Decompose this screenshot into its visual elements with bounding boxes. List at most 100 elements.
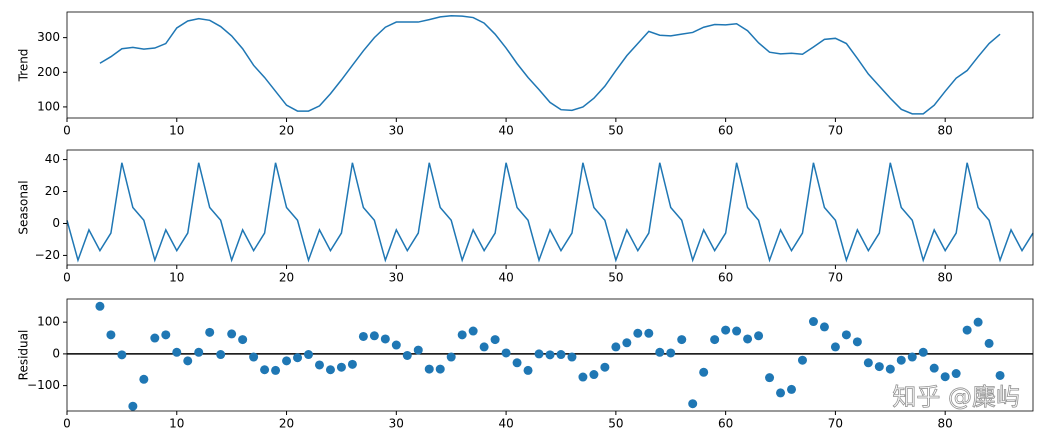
watermark: 知乎 @麋屿 xyxy=(892,383,1020,411)
y-tick-label: −100 xyxy=(27,378,60,392)
point xyxy=(347,359,357,369)
point xyxy=(633,328,643,338)
point xyxy=(797,355,807,365)
point xyxy=(490,335,500,345)
x-tick-label: 20 xyxy=(279,271,294,285)
point xyxy=(918,347,928,357)
point xyxy=(205,327,215,337)
point xyxy=(325,365,335,375)
point xyxy=(413,345,423,355)
y-axis-label: Trend xyxy=(17,49,31,83)
plot-frame xyxy=(66,11,1034,119)
point xyxy=(194,347,204,357)
point xyxy=(787,384,796,394)
y-tick-label: 20 xyxy=(45,184,60,198)
point xyxy=(754,331,764,341)
point xyxy=(402,350,412,360)
point xyxy=(545,350,555,360)
point xyxy=(655,347,665,357)
x-tick-label: 0 xyxy=(63,271,71,285)
point xyxy=(984,338,994,348)
point xyxy=(479,342,489,352)
point xyxy=(139,374,149,384)
x-tick-label: 40 xyxy=(498,124,513,138)
point xyxy=(874,362,884,372)
y-tick-label: 0 xyxy=(52,216,60,230)
point xyxy=(534,349,544,359)
point xyxy=(765,373,775,383)
point xyxy=(830,342,840,352)
point xyxy=(271,365,281,375)
y-tick-label: −20 xyxy=(35,248,60,262)
x-tick-label: 30 xyxy=(389,271,404,285)
point xyxy=(128,401,138,411)
point xyxy=(776,388,786,398)
x-tick-label: 20 xyxy=(279,124,294,138)
x-tick-label: 70 xyxy=(828,271,843,285)
point xyxy=(863,358,873,368)
x-tick-label: 70 xyxy=(828,124,843,138)
point xyxy=(446,352,456,362)
point xyxy=(238,335,248,345)
x-tick-label: 0 xyxy=(63,124,71,138)
point xyxy=(819,322,829,332)
point xyxy=(336,362,346,372)
x-tick-label: 10 xyxy=(169,271,184,285)
x-tick-label: 40 xyxy=(498,417,513,431)
point xyxy=(743,334,753,344)
x-tick-label: 30 xyxy=(389,124,404,138)
point xyxy=(216,350,226,360)
point xyxy=(369,331,379,341)
point xyxy=(929,363,939,373)
x-tick-label: 50 xyxy=(608,417,623,431)
y-tick-label: 300 xyxy=(37,30,60,44)
point xyxy=(852,337,862,347)
point xyxy=(512,358,522,368)
point xyxy=(117,350,127,360)
x-tick-label: 20 xyxy=(279,417,294,431)
line-series xyxy=(66,162,1034,263)
point xyxy=(293,353,303,363)
x-tick-label: 80 xyxy=(938,271,953,285)
point xyxy=(808,317,818,327)
point xyxy=(732,326,742,336)
point xyxy=(95,301,105,311)
x-tick-label: 10 xyxy=(169,124,184,138)
point xyxy=(962,325,972,335)
x-tick-label: 70 xyxy=(828,417,843,431)
x-tick-label: 50 xyxy=(608,271,623,285)
point xyxy=(227,329,237,339)
point xyxy=(666,348,676,358)
plot-frame xyxy=(66,149,1034,266)
point xyxy=(940,372,950,382)
point xyxy=(885,364,895,374)
y-tick-label: 40 xyxy=(45,152,60,166)
x-tick-label: 80 xyxy=(938,417,953,431)
point xyxy=(721,325,731,335)
x-tick-label: 50 xyxy=(608,124,623,138)
point xyxy=(907,352,917,362)
y-axis-label: Residual xyxy=(17,330,31,381)
x-tick-label: 60 xyxy=(718,417,733,431)
point xyxy=(260,365,270,375)
point xyxy=(699,367,709,377)
point xyxy=(556,350,566,360)
y-tick-label: 200 xyxy=(37,65,60,79)
point xyxy=(501,348,511,358)
line-series xyxy=(99,15,1001,115)
point xyxy=(677,335,687,345)
point xyxy=(358,331,368,341)
point xyxy=(282,356,292,366)
point xyxy=(435,364,445,374)
y-axis-label: Seasonal xyxy=(17,180,31,234)
point xyxy=(896,355,906,365)
point xyxy=(688,399,698,409)
x-tick-label: 10 xyxy=(169,417,184,431)
point xyxy=(314,360,324,370)
point xyxy=(578,372,588,382)
x-tick-label: 60 xyxy=(718,271,733,285)
x-tick-label: 40 xyxy=(498,271,513,285)
point xyxy=(841,330,851,340)
point xyxy=(644,328,654,338)
